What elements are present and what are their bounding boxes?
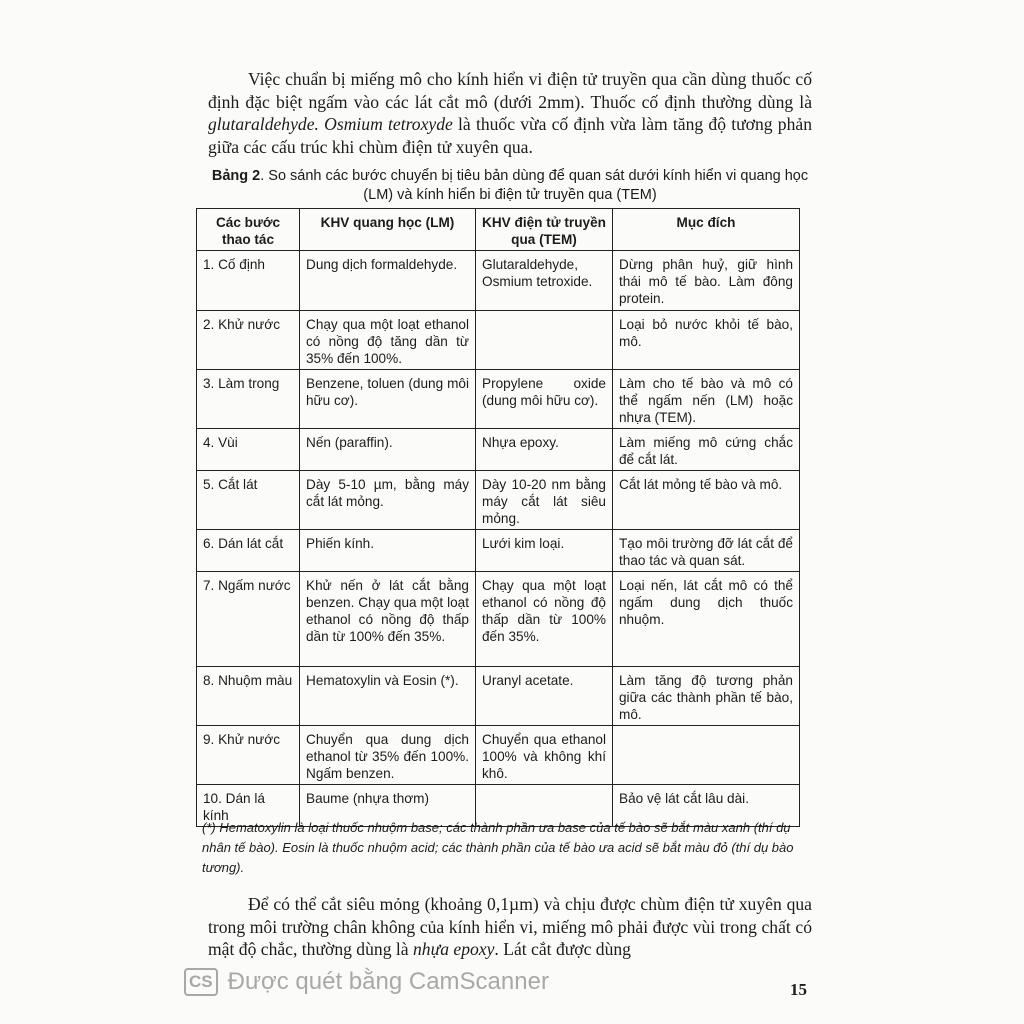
table-cell: Làm tăng độ tương phản giữa các thành ph…	[612, 666, 800, 726]
table-row: 2. Khử nước Chạy qua một loạt ethanol có …	[196, 310, 800, 370]
table-cell: Loại nến, lát cắt mô có thể ngấm dung dị…	[612, 571, 800, 667]
table-cell: Làm cho tế bào và mô có thể ngấm nến (LM…	[612, 369, 800, 429]
table-cell: Nến (paraffin).	[299, 428, 476, 471]
camscanner-logo-icon: CS	[184, 968, 218, 996]
table-cell: Dày 10-20 nm bằng máy cắt lát siêu mỏng.	[475, 470, 613, 530]
closing-paragraph: Để có thể cắt siêu mỏng (khoảng 0,1µm) v…	[208, 893, 812, 961]
step-cell: 8. Nhuộm màu	[196, 666, 300, 726]
intro-paragraph: Việc chuẩn bị miếng mô cho kính hiển vi …	[208, 68, 812, 158]
table-cell: Cắt lát mỏng tế bào và mô.	[612, 470, 800, 530]
step-cell: 5. Cắt lát	[196, 470, 300, 530]
closing-italic-text: nhựa epoxy	[413, 939, 495, 959]
table-row: 10. Dán lá kính Baume (nhựa thơm) Bảo vệ l…	[196, 784, 800, 827]
step-cell: 7. Ngấm nước	[196, 571, 300, 667]
table-cell: Dày 5-10 µm, bằng máy cắt lát mỏng.	[299, 470, 476, 530]
table-caption: Bảng 2. So sánh các bước chuyển bị tiêu …	[200, 167, 820, 205]
table-cell: Chạy qua một loạt ethanol có nồng độ tăn…	[299, 310, 476, 370]
table-cell: Làm miếng mô cứng chắc để cắt lát.	[612, 428, 800, 471]
table-row: 8. Nhuộm màu Hematoxylin và Eosin (*). Ura…	[196, 666, 800, 726]
caption-text: . So sánh các bước chuyển bị tiêu bản dù…	[260, 168, 809, 203]
watermark-text: Được quét bằng CamScanner	[227, 968, 549, 995]
table-cell: Loại bỏ nước khỏi tế bào, mô.	[612, 310, 800, 370]
table-row: 7. Ngấm nước Khử nến ở lát cắt bằng benze…	[196, 571, 800, 667]
table-cell: Khử nến ở lát cắt bằng benzen. Chạy qua …	[299, 571, 476, 667]
comparison-table: Các bước thao tác KHV quang học (LM) KHV đ…	[196, 208, 800, 827]
table-cell: Phiến kính.	[299, 529, 476, 572]
step-cell: 9. Khử nước	[196, 725, 300, 785]
table-cell: Uranyl acetate.	[475, 666, 613, 726]
table-cell: Dừng phân huỷ, giữ hình thái mô tế bào. …	[612, 250, 800, 311]
table-cell: Dung dịch formaldehyde.	[299, 250, 476, 311]
table-row: 6. Dán lát cắt Phiến kính. Lưới kim loại. T…	[196, 529, 800, 572]
table-cell: Benzene, toluen (dung môi hữu cơ).	[299, 369, 476, 429]
table-cell	[475, 310, 613, 370]
table-row: 1. Cố định Dung dịch formaldehyde. Glutara…	[196, 250, 800, 311]
closing-text-end: . Lát cắt được dùng	[494, 939, 631, 959]
caption-label: Bảng 2	[211, 168, 261, 184]
step-cell: 4. Vùi	[196, 428, 300, 471]
camscanner-watermark: CS Được quét bằng CamScanner	[184, 968, 549, 996]
table-cell: Chuyển qua dung dịch ethanol từ 35% đến …	[299, 725, 476, 785]
table-cell: Lưới kim loại.	[475, 529, 613, 572]
closing-text: Để có thể cắt siêu mỏng (khoảng 0,1µm) v…	[208, 894, 812, 959]
column-header: Mục đích	[612, 208, 800, 251]
page-number: 15	[790, 980, 807, 999]
table-cell: Chuyển qua ethanol 100% và không khí khô…	[475, 725, 613, 785]
step-cell: 2. Khử nước	[196, 310, 300, 370]
step-cell: 1. Cố định	[196, 250, 300, 311]
table-cell: Bảo vệ lát cắt lâu dài.	[612, 784, 800, 827]
intro-italic-text: glutaraldehyde. Osmium tetroxyde	[208, 114, 453, 134]
table-cell: Hematoxylin và Eosin (*).	[299, 666, 476, 726]
table-row: 9. Khử nước Chuyển qua dung dịch ethanol …	[196, 725, 800, 785]
table-row: 5. Cắt lát Dày 5-10 µm, bằng máy cắt lát …	[196, 470, 800, 530]
table-row: 3. Làm trong Benzene, toluen (dung môi hữ…	[196, 369, 800, 429]
column-header: KHV quang học (LM)	[299, 208, 476, 251]
table-cell: Glutaraldehyde, Osmium tetroxide.	[475, 250, 613, 311]
footnote: (*) Hematoxylin là loại thuốc nhuộm base…	[202, 820, 794, 875]
table-cell: Baume (nhựa thơm)	[299, 784, 476, 827]
table-row: 4. Vùi Nến (paraffin). Nhựa epoxy. Làm miến…	[196, 428, 800, 471]
step-cell: 3. Làm trong	[196, 369, 300, 429]
table-cell	[612, 725, 800, 785]
table-cell: Nhựa epoxy.	[475, 428, 613, 471]
table-cell: Chạy qua một loạt ethanol có nồng độ thấ…	[475, 571, 613, 667]
intro-text: Việc chuẩn bị miếng mô cho kính hiển vi …	[208, 69, 812, 112]
column-header: KHV điện tử truyền qua (TEM)	[475, 208, 613, 251]
step-cell: 10. Dán lá kính	[196, 784, 300, 827]
table-header-row: Các bước thao tác KHV quang học (LM) KHV đ…	[196, 208, 800, 251]
table-cell: Propylene oxide (dung môi hữu cơ).	[475, 369, 613, 429]
table-cell: Tạo môi trường đỡ lát cắt để thao tác và…	[612, 529, 800, 572]
column-header: Các bước thao tác	[196, 208, 300, 251]
step-cell: 6. Dán lát cắt	[196, 529, 300, 572]
intro-text-end: là thuốc vừa cố định vừa làm tăng độ tươ…	[208, 114, 812, 157]
